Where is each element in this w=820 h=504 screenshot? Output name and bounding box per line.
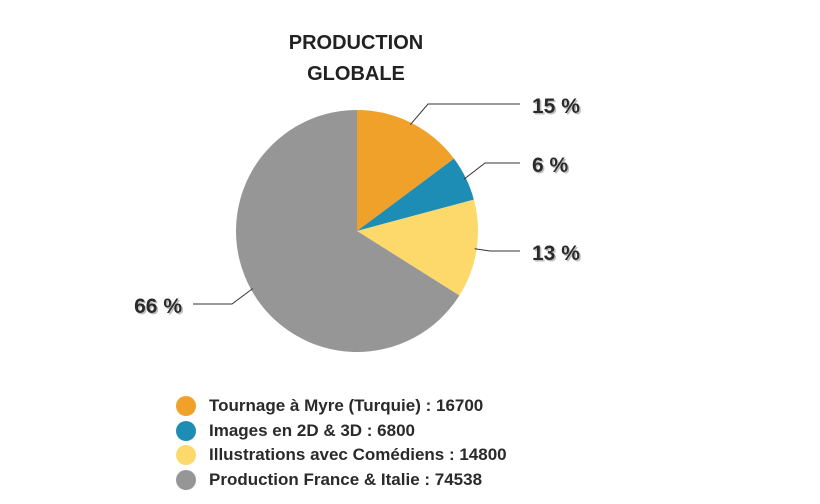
slice-percent-shadow: 6 % <box>534 156 571 179</box>
pie-slice-tournage <box>357 110 454 231</box>
legend-swatch <box>176 445 196 466</box>
legend-item-tournage: Tournage à Myre (Turquie) : 16700 <box>176 394 507 419</box>
legend-swatch <box>176 469 196 490</box>
legend-label: Production France & Italie : 74538 <box>209 469 483 489</box>
legend-label: Illustrations avec Comédiens : 14800 <box>209 445 507 465</box>
leader-line-production <box>193 288 254 305</box>
legend-swatch <box>176 396 196 417</box>
slice-percent-production: 66 % <box>134 295 182 318</box>
leader-line-illustrations <box>474 248 520 252</box>
slice-percent-shadow: 13 % <box>534 244 582 267</box>
legend-item-production: Production France & Italie : 74538 <box>176 468 507 493</box>
slice-percent-shadow: 15 % <box>534 97 582 120</box>
leader-line-images <box>463 162 520 180</box>
chart-title-line-1: PRODUCTION <box>288 32 424 54</box>
leader-line-tournage <box>410 103 520 125</box>
legend-swatch <box>176 420 196 441</box>
legend-label: Images en 2D & 3D : 6800 <box>209 420 415 440</box>
pie-slice-images <box>357 158 474 231</box>
slice-percent-illustrations: 13 % <box>532 242 580 265</box>
pie-slice-production <box>236 110 460 353</box>
slice-percent-shadow: 66 % <box>136 297 184 320</box>
chart-title-line-2: GLOBALE <box>307 63 405 85</box>
legend-label: Tournage à Myre (Turquie) : 16700 <box>209 396 484 416</box>
legend-item-images: Images en 2D & 3D : 6800 <box>176 419 507 444</box>
pie-slice-illustrations <box>357 199 478 296</box>
chart-legend: Tournage à Myre (Turquie) : 16700 Images… <box>176 394 507 492</box>
slice-percent-tournage: 15 % <box>532 95 580 118</box>
legend-item-illustrations: Illustrations avec Comédiens : 14800 <box>176 443 507 468</box>
slice-percent-images: 6 % <box>532 154 569 177</box>
